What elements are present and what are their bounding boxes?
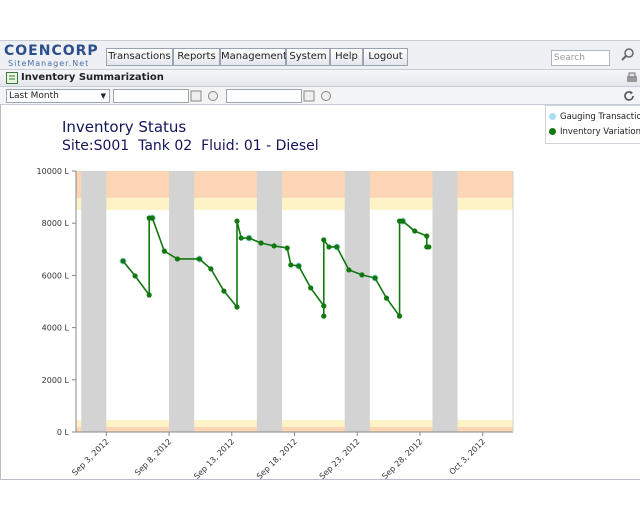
weekend-band: [169, 171, 195, 432]
point: [321, 237, 327, 243]
y-tick-label: 2000 L: [42, 376, 70, 385]
nav-button[interactable]: Reports: [173, 48, 220, 66]
y-tick-label: 10000 L: [37, 167, 70, 176]
logo: COENCORP: [4, 43, 99, 59]
date-input[interactable]: [226, 89, 302, 103]
x-tick-label: Sep 18, 2012: [255, 437, 299, 479]
point: [284, 245, 290, 251]
panel-icon: [6, 72, 18, 84]
legend-item[interactable]: Gauging Transactions: [549, 112, 640, 122]
y-zone: [76, 419, 513, 428]
y-tick-label: 4000 L: [42, 324, 70, 333]
point: [221, 288, 227, 294]
point: [346, 267, 352, 273]
y-tick-label: 0 L: [57, 428, 70, 437]
point: [321, 313, 327, 319]
point: [372, 275, 378, 281]
nav-button[interactable]: Transactions: [106, 48, 173, 66]
logo-subtitle: SiteManager.Net: [8, 59, 90, 68]
point: [412, 228, 418, 234]
point: [424, 233, 430, 239]
point: [359, 272, 365, 278]
header: COENCORP SiteManager.Net Transactions Re…: [0, 40, 640, 70]
refresh-icon[interactable]: [622, 89, 636, 103]
point: [246, 235, 252, 241]
y-zone: [76, 427, 513, 432]
chart-title: Inventory Status: [62, 118, 186, 136]
x-tick-label: Sep 28, 2012: [380, 437, 424, 479]
print-icon[interactable]: [626, 72, 638, 84]
period-select[interactable]: Last Month ▼: [6, 89, 110, 103]
legend-label: Gauging Transactions: [560, 112, 640, 122]
period-value: Last Month: [9, 91, 59, 101]
legend-swatch: [549, 113, 556, 120]
point: [308, 285, 314, 291]
x-tick-label: Sep 13, 2012: [192, 437, 236, 479]
chart-panel: Inventory Status Site:S001 Tank 02 Fluid…: [0, 104, 640, 481]
point: [396, 313, 403, 319]
point: [238, 235, 244, 241]
date-icons[interactable]: [303, 90, 333, 102]
point: [161, 248, 167, 254]
panel-title: Inventory Summarization: [21, 72, 164, 83]
point: [400, 218, 406, 224]
point: [196, 256, 202, 262]
toolbar: Last Month ▼: [0, 87, 640, 105]
point: [149, 215, 155, 221]
x-tick-label: Sep 3, 2012: [70, 437, 110, 477]
nav-button[interactable]: System: [286, 48, 330, 66]
legend: Gauging Transactions Inventory Variations: [545, 105, 640, 144]
point: [334, 244, 340, 250]
x-tick-label: Sep 8, 2012: [133, 437, 173, 477]
date-icons[interactable]: [190, 90, 220, 102]
chart: Inventory Status Site:S001 Tank 02 Fluid…: [37, 118, 514, 481]
point: [383, 295, 390, 301]
weekend-band: [432, 171, 458, 432]
chart-subtitle: Site:S001 Tank 02 Fluid: 01 - Diesel: [62, 138, 319, 154]
point: [132, 273, 138, 279]
panel-title-bar: Inventory Summarization: [0, 70, 640, 87]
weekend-band: [344, 171, 370, 432]
date-input[interactable]: [113, 89, 189, 103]
legend-swatch: [549, 128, 556, 135]
y-tick-label: 8000 L: [42, 219, 70, 228]
search-input[interactable]: Search: [551, 50, 610, 66]
y-tick-label: 6000 L: [42, 271, 70, 280]
point: [120, 258, 126, 264]
point: [258, 240, 264, 246]
weekend-band: [81, 171, 107, 432]
point: [146, 292, 152, 298]
weekend-band: [256, 171, 282, 432]
point: [426, 244, 432, 250]
point: [326, 244, 332, 250]
x-tick-label: Oct 3, 2012: [448, 437, 488, 477]
nav-button[interactable]: Logout: [363, 48, 408, 66]
legend-label: Inventory Variations: [560, 127, 640, 137]
point: [234, 304, 240, 310]
point: [208, 266, 214, 272]
x-tick-label: Sep 23, 2012: [318, 437, 362, 479]
point: [174, 256, 181, 262]
nav-button[interactable]: Management: [220, 48, 287, 66]
search-icon[interactable]: [621, 48, 635, 62]
nav-button[interactable]: Help: [330, 48, 363, 66]
point: [288, 262, 294, 268]
point: [234, 218, 240, 224]
point: [321, 303, 327, 309]
point: [296, 263, 302, 269]
point: [271, 243, 277, 249]
legend-item[interactable]: Inventory Variations: [549, 127, 640, 137]
